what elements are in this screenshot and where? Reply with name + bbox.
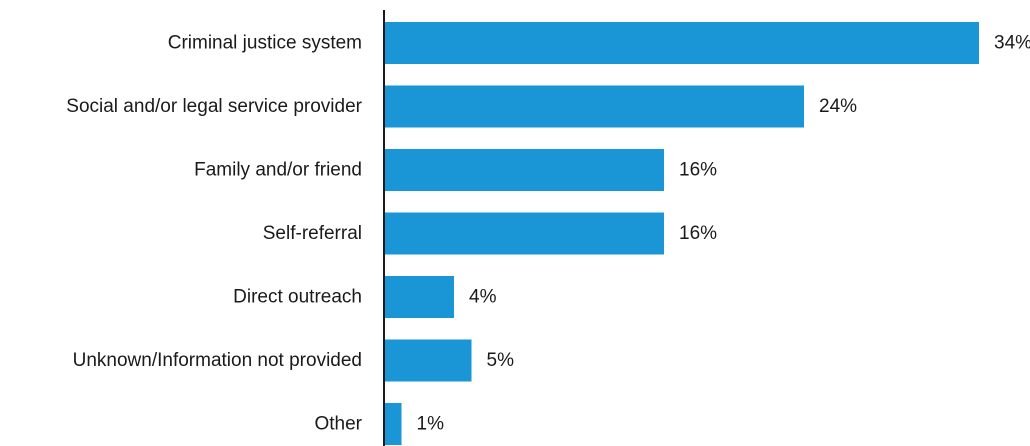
- value-label-5: 5%: [487, 350, 515, 371]
- category-label-5: Unknown/Information not provided: [73, 350, 362, 371]
- bar-6: [384, 403, 402, 445]
- category-labels-group: Criminal justice system Social and/or leg…: [66, 33, 362, 435]
- bar-5: [384, 340, 472, 382]
- value-label-3: 16%: [679, 223, 717, 244]
- category-label-3: Self-referral: [263, 223, 362, 244]
- bar-1: [384, 86, 804, 128]
- value-label-4: 4%: [469, 287, 497, 308]
- category-label-2: Family and/or friend: [194, 160, 362, 181]
- bar-0: [384, 22, 979, 64]
- category-label-1: Social and/or legal service provider: [66, 96, 362, 117]
- value-label-0: 34%: [994, 33, 1030, 54]
- bar-4: [384, 276, 454, 318]
- category-label-0: Criminal justice system: [168, 33, 362, 54]
- value-label-6: 1%: [417, 414, 445, 435]
- category-label-6: Other: [314, 414, 362, 435]
- bar-3: [384, 213, 664, 255]
- bar-2: [384, 149, 664, 191]
- category-label-4: Direct outreach: [233, 287, 362, 308]
- value-label-2: 16%: [679, 160, 717, 181]
- value-label-1: 24%: [819, 96, 857, 117]
